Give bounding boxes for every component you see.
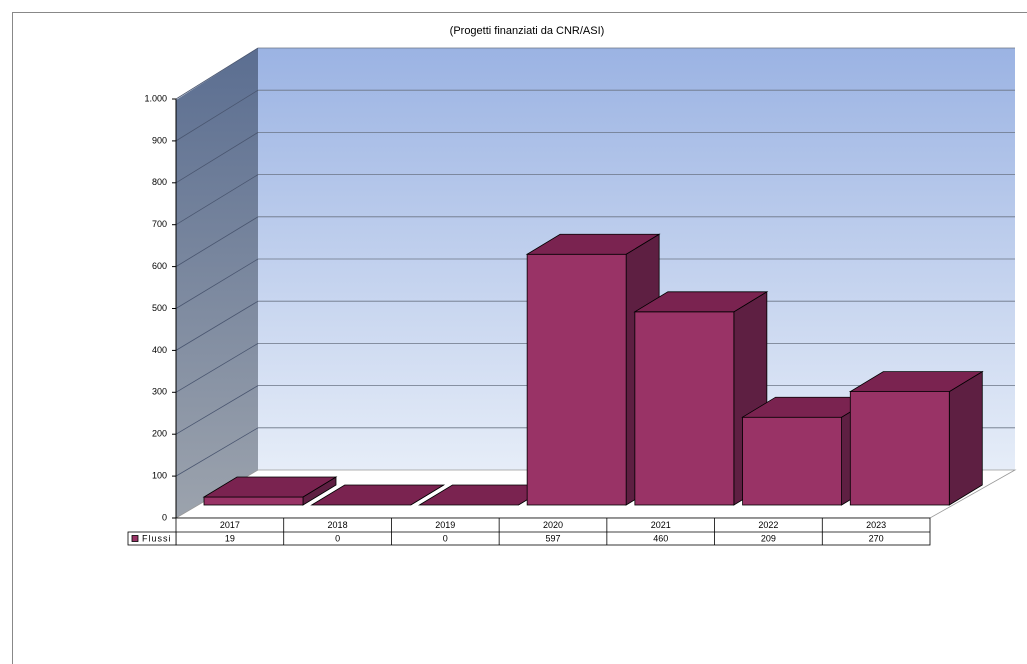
legend-cell (127, 531, 177, 546)
table-value: 597 (545, 533, 560, 543)
x-tick-label: 2019 (435, 520, 455, 530)
y-tick-label: 600 (152, 261, 167, 271)
y-tick-label: 0 (162, 512, 167, 522)
y-tick-label: 400 (152, 345, 167, 355)
chart-title: (Progetti finanziati da CNR/ASI) (450, 25, 605, 37)
legend-swatch (131, 535, 139, 542)
bar-top (633, 291, 769, 313)
table-frame (175, 517, 931, 546)
grid-line (175, 216, 259, 267)
bar-top (525, 233, 661, 255)
grid-line (175, 258, 259, 309)
x-tick-label: 2022 (758, 520, 778, 530)
grid-line (175, 132, 259, 184)
x-tick-label: 2020 (543, 520, 563, 530)
x-tick-label: 2017 (220, 520, 240, 530)
grid-line (175, 300, 259, 351)
bar (526, 253, 627, 506)
grid-line (175, 174, 259, 226)
y-tick-label: 700 (152, 219, 167, 229)
y-tick-label: 1.000 (144, 93, 167, 103)
y-tick-label: 300 (152, 387, 167, 397)
grid-line (175, 343, 259, 393)
table-value: 0 (443, 533, 448, 543)
grid-line (175, 47, 259, 100)
y-tick-label: 500 (152, 303, 167, 313)
legend-label: Flussi (142, 533, 172, 543)
x-tick-label: 2023 (866, 520, 886, 530)
table-value: 209 (761, 533, 776, 543)
table-value: 460 (653, 533, 668, 543)
table-value: 270 (869, 533, 884, 543)
bar (849, 391, 950, 506)
bar (742, 416, 842, 506)
bar-top (202, 476, 338, 498)
y-tick-label: 200 (152, 429, 167, 439)
y-tick-label: 100 (152, 470, 167, 480)
bar (634, 311, 735, 506)
x-tick-label: 2021 (651, 520, 671, 530)
bar (203, 496, 304, 506)
y-tick-label: 800 (152, 177, 167, 187)
side-wall (176, 48, 258, 518)
bar-side (948, 370, 983, 506)
table-value: 0 (335, 533, 340, 543)
bar-top (310, 484, 446, 506)
table-value: 19 (225, 533, 235, 543)
grid-line (175, 385, 259, 435)
grid-line (175, 89, 259, 142)
y-tick-label: 900 (152, 135, 167, 145)
bar-top (848, 371, 984, 393)
grid-line (175, 427, 259, 477)
x-tick-label: 2018 (328, 520, 348, 530)
